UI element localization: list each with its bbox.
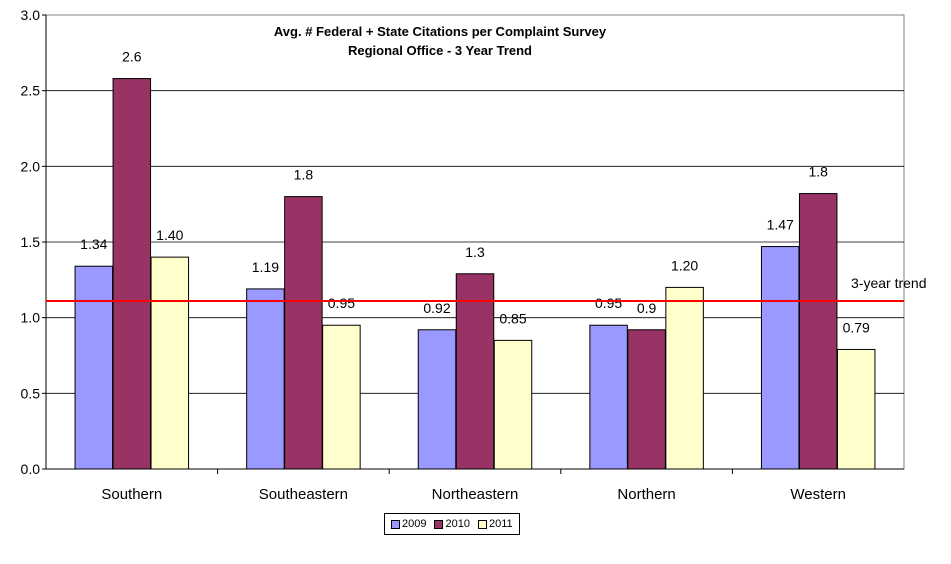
x-tick-label: Southern bbox=[101, 486, 162, 503]
data-label: 0.9 bbox=[637, 300, 657, 316]
legend: 2009 2010 2011 bbox=[384, 513, 520, 535]
data-label: 1.40 bbox=[156, 227, 183, 243]
legend-label-2010: 2010 bbox=[445, 518, 470, 530]
legend-swatch-2011 bbox=[477, 519, 487, 529]
bar-2009-northern bbox=[589, 324, 628, 470]
bar-2009-southern bbox=[74, 265, 114, 470]
legend-label-2009: 2009 bbox=[402, 518, 427, 530]
data-label: 1.20 bbox=[671, 257, 698, 273]
bar-2011-northern bbox=[665, 286, 704, 470]
x-tick-label: Northern bbox=[617, 486, 675, 503]
y-tick-label: 0.5 bbox=[21, 385, 41, 401]
legend-item-2009: 2009 bbox=[391, 518, 426, 530]
bar-2010-northeastern bbox=[455, 273, 495, 470]
bar-2010-southern bbox=[112, 78, 152, 470]
data-label: 0.95 bbox=[595, 295, 622, 311]
trend-label: 3-year trend bbox=[851, 275, 926, 291]
y-tick-label: 1.0 bbox=[21, 310, 41, 326]
data-label: 1.34 bbox=[80, 236, 107, 252]
data-label: 0.85 bbox=[499, 310, 526, 326]
data-labels: 1.34 2.6 1.40 1.19 1.8 0.95 0.92 1.3 0.85 0.95 0.9… bbox=[80, 49, 870, 336]
x-tick-label: Western bbox=[790, 486, 846, 503]
x-tick-label: Southeastern bbox=[259, 486, 348, 503]
data-label: 1.8 bbox=[294, 167, 314, 183]
data-label: 2.6 bbox=[122, 49, 142, 65]
y-tick-label: 2.0 bbox=[21, 158, 41, 174]
bar-2010-western bbox=[798, 193, 838, 470]
bar-2010-northern bbox=[627, 329, 666, 470]
legend-item-2010: 2010 bbox=[434, 518, 470, 530]
data-label: 0.95 bbox=[328, 295, 355, 311]
bar-2009-western bbox=[760, 246, 800, 470]
data-label: 1.47 bbox=[767, 217, 794, 233]
legend-item-2011: 2011 bbox=[477, 518, 513, 530]
y-tick-label: 1.5 bbox=[21, 234, 41, 250]
bar-2010-southeastern bbox=[284, 196, 323, 470]
x-tick-label: Northeastern bbox=[432, 486, 519, 503]
bar-2009-southeastern bbox=[246, 288, 285, 470]
bar-2011-northeastern bbox=[493, 339, 533, 470]
legend-swatch-2010 bbox=[434, 519, 444, 529]
bar-2009-northeastern bbox=[417, 329, 457, 470]
data-label: 0.79 bbox=[843, 319, 870, 335]
bar-2011-southeastern bbox=[322, 324, 361, 470]
data-label: 0.92 bbox=[423, 300, 450, 316]
y-tick-label: 2.5 bbox=[21, 83, 41, 99]
legend-label-2011: 2011 bbox=[488, 518, 513, 530]
data-label: 1.19 bbox=[252, 259, 279, 275]
bars bbox=[74, 78, 876, 470]
chart-title-line1: Avg. # Federal + State Citations per Com… bbox=[274, 24, 607, 39]
bar-2011-western bbox=[836, 348, 876, 470]
legend-swatch-2009 bbox=[391, 519, 400, 529]
data-label: 1.8 bbox=[808, 164, 828, 180]
y-tick-label: 0.0 bbox=[21, 461, 41, 477]
chart-title-line2: Regional Office - 3 Year Trend bbox=[348, 43, 532, 58]
axes: 0.0 0.5 1.0 1.5 2.0 2.5 3.0 Southern Southeaster… bbox=[21, 7, 904, 503]
bar-2011-southern bbox=[150, 256, 190, 470]
y-tick-label: 3.0 bbox=[21, 7, 41, 23]
trend: 3-year trend bbox=[46, 275, 926, 303]
data-label: 1.3 bbox=[465, 244, 485, 260]
